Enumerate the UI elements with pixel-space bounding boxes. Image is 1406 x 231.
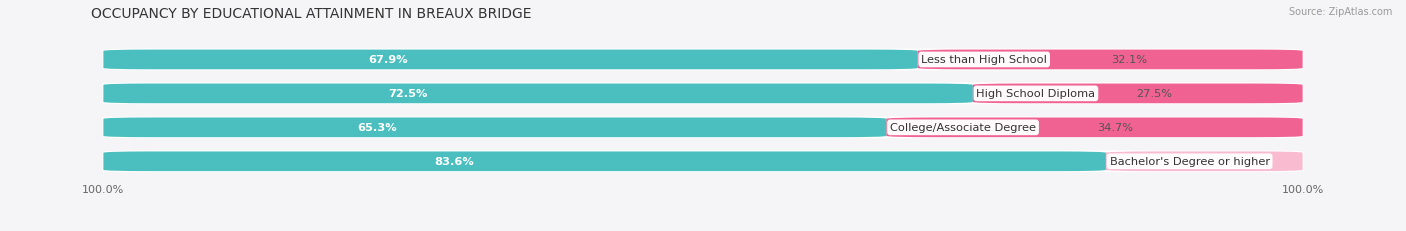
Text: 16.4%: 16.4% — [1197, 157, 1232, 167]
Text: Source: ZipAtlas.com: Source: ZipAtlas.com — [1288, 7, 1392, 17]
Text: 27.5%: 27.5% — [1136, 89, 1173, 99]
Text: Less than High School: Less than High School — [921, 55, 1047, 65]
FancyBboxPatch shape — [104, 50, 918, 70]
Text: OCCUPANCY BY EDUCATIONAL ATTAINMENT IN BREAUX BRIDGE: OCCUPANCY BY EDUCATIONAL ATTAINMENT IN B… — [91, 7, 531, 21]
Text: 65.3%: 65.3% — [357, 123, 398, 133]
FancyBboxPatch shape — [104, 118, 887, 138]
Text: 32.1%: 32.1% — [1111, 55, 1147, 65]
FancyBboxPatch shape — [1107, 152, 1302, 171]
Text: Bachelor's Degree or higher: Bachelor's Degree or higher — [1109, 157, 1270, 167]
Text: College/Associate Degree: College/Associate Degree — [890, 123, 1036, 133]
FancyBboxPatch shape — [887, 118, 1302, 138]
Text: 34.7%: 34.7% — [1097, 123, 1133, 133]
Text: 72.5%: 72.5% — [388, 89, 427, 99]
Text: High School Diploma: High School Diploma — [976, 89, 1095, 99]
FancyBboxPatch shape — [104, 118, 1302, 138]
FancyBboxPatch shape — [918, 50, 1302, 70]
Text: 67.9%: 67.9% — [368, 55, 408, 65]
FancyBboxPatch shape — [104, 152, 1107, 171]
FancyBboxPatch shape — [104, 152, 1302, 171]
Text: 83.6%: 83.6% — [434, 157, 474, 167]
FancyBboxPatch shape — [104, 50, 1302, 70]
FancyBboxPatch shape — [104, 84, 1302, 104]
FancyBboxPatch shape — [973, 84, 1302, 104]
FancyBboxPatch shape — [104, 84, 973, 104]
